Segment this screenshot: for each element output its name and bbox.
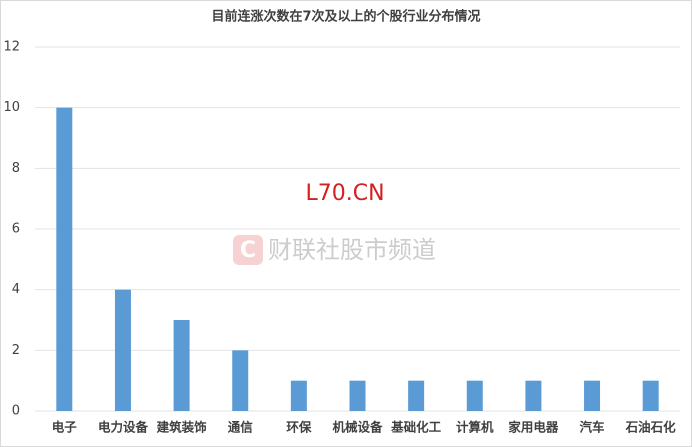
svg-text:C: C [240, 238, 256, 263]
x-tick-label: 汽车 [580, 420, 606, 435]
y-tick-label: 8 [12, 161, 20, 176]
chart-title: 目前连涨次数在7次及以上的个股行业分布情况 [211, 9, 480, 25]
watermark-text: 财联社股市频道 [268, 236, 436, 264]
y-tick-label: 0 [12, 404, 20, 419]
bar [290, 380, 307, 411]
y-tick-label: 4 [12, 282, 20, 297]
y-tick-label: 10 [3, 100, 20, 115]
x-tick-label: 石油石化 [625, 420, 677, 435]
bar [349, 380, 366, 411]
bar [408, 380, 425, 411]
x-tick-label: 家用电器 [508, 420, 559, 435]
x-tick-label: 基础化工 [390, 420, 442, 435]
x-tick-label: 电力设备 [98, 420, 149, 435]
watermark-site: L70.CN [305, 181, 384, 206]
x-tick-label: 建筑装饰 [157, 420, 208, 435]
x-tick-label: 计算机 [456, 420, 494, 435]
x-tick-label: 通信 [228, 420, 254, 435]
y-tick-label: 2 [12, 343, 20, 358]
bar [466, 380, 483, 411]
bar [642, 380, 659, 411]
bar [173, 320, 190, 411]
y-tick-label: 12 [3, 40, 20, 55]
watermark-logo: C [233, 235, 263, 265]
bar [525, 380, 542, 411]
bar [584, 380, 601, 411]
x-tick-label: 机械设备 [332, 420, 383, 435]
x-tick-label: 环保 [286, 420, 312, 435]
y-tick-label: 6 [12, 222, 20, 237]
bar [232, 350, 249, 411]
bar [56, 107, 73, 412]
bar [114, 289, 131, 411]
x-tick-label: 电子 [52, 420, 78, 435]
